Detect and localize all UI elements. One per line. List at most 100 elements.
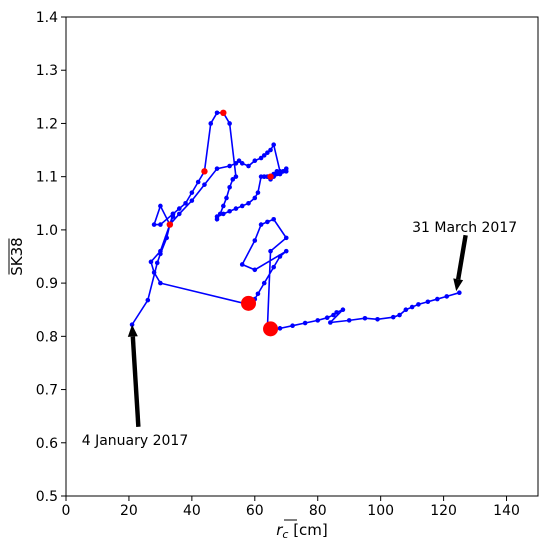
data-point [239,262,245,267]
highlight-point-large [241,295,257,311]
highlight-point [267,173,274,180]
data-point [277,171,283,177]
annotation-arrowhead [453,278,464,292]
y-tick-label: 0.6 [36,436,58,452]
data-point [416,302,421,307]
data-point [233,206,239,211]
x-axis-label: rc [cm] [276,521,328,538]
data-point [189,190,195,195]
data-point [271,142,276,148]
data-point [214,166,220,171]
x-tick-label: 100 [367,503,394,519]
data-point [151,222,157,227]
data-point [258,222,264,227]
y-tick-label: 1.2 [36,116,58,132]
data-point [158,280,163,286]
data-point [375,317,380,322]
highlight-point [166,221,174,228]
highlight-point [201,168,208,175]
data-point [261,153,267,158]
data-point [265,219,270,225]
x-tick-label: 120 [430,503,457,519]
data-point [221,203,226,209]
data-point [362,315,368,321]
data-point [214,110,220,116]
y-tick-label: 0.9 [36,276,58,292]
data-point [158,248,163,254]
highlight-layer [166,109,279,337]
y-tick-label: 1.1 [36,170,58,186]
x-axis-ticks: 0 20 40 60 80 100 120 140 [62,496,520,519]
data-point [331,312,336,318]
data-point [195,179,201,185]
data-point [230,177,236,182]
data-point [252,195,258,201]
data-point [268,248,273,254]
data-point [208,121,214,126]
data-point [265,150,270,156]
data-point [346,318,352,323]
y-tick-label: 1.4 [36,10,58,26]
data-point [227,163,232,169]
x-tick-label: 140 [493,503,520,519]
data-point [302,320,308,326]
data-point [154,260,160,266]
data-point [233,174,239,179]
data-point [390,314,396,320]
data-point [283,248,289,254]
data-point [258,174,264,179]
data-point [176,206,182,211]
data-point [214,216,220,222]
data-point [148,259,154,265]
highlight-point-large [263,321,279,337]
annotation-label: 31 March 2017 [412,220,517,236]
data-point [277,326,283,331]
data-point [324,315,330,321]
data-point [277,254,283,259]
x-tick-label: 60 [246,503,264,519]
data-point [236,158,242,163]
data-point [274,171,280,177]
data-point [271,264,276,270]
data-point [145,297,151,303]
y-axis-ticks: 0.5 0.6 0.7 0.8 0.9 1.0 1.1 1.2 1.3 1.4 [36,10,66,505]
annotation-arrowhead [127,324,138,337]
data-point [158,222,163,227]
data-point [435,296,440,302]
data-point [252,267,258,273]
annotation-layer: 4 January 2017 31 March 2017 [82,220,517,449]
series-line [131,112,460,331]
data-point [227,208,232,214]
data-point [164,235,169,241]
x-tick-label: 0 [62,503,71,519]
data-point [328,320,333,325]
data-point [224,195,229,201]
y-tick-label: 0.5 [36,489,58,505]
plot-frame [65,16,539,497]
x-tick-label: 40 [183,503,201,519]
data-point [315,318,321,323]
data-point [170,214,176,219]
y-axis-label-text: SK38 [8,237,26,275]
data-point [233,161,239,166]
annotation-arrow-shaft [456,234,468,280]
data-point [176,211,182,217]
data-point [227,121,232,126]
data-point [221,211,226,217]
data-point [252,158,258,163]
data-point [271,216,276,222]
data-point [246,200,251,206]
data-point [444,294,450,299]
data-point [258,155,264,161]
x-tick-label: 80 [309,503,327,519]
data-point [397,312,402,318]
y-axis-label: SK38 [8,237,26,275]
data-point [290,323,295,328]
data-point [246,163,251,169]
data-point [283,235,289,241]
y-tick-label: 0.7 [36,383,58,399]
annotation-label: 4 January 2017 [82,433,189,449]
data-point [239,203,245,209]
